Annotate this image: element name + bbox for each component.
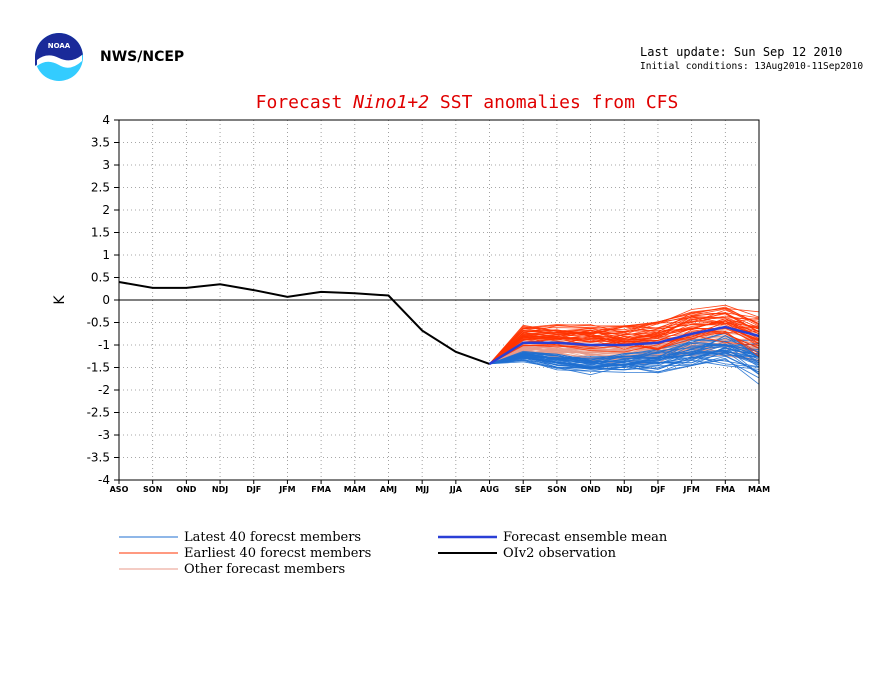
y-tick-label: -2.5	[87, 406, 110, 420]
legend-label-mean: Forecast ensemble mean	[503, 530, 668, 545]
noaa-logo-icon: NOAA	[35, 33, 83, 81]
y-tick-label: 3.5	[91, 136, 110, 150]
latest-member-line	[489, 357, 760, 385]
x-tick-label: NDJ	[616, 485, 632, 494]
x-tick-label: FMA	[716, 485, 736, 494]
latest-member-line	[489, 350, 760, 370]
y-tick-label: 3	[102, 158, 110, 172]
x-tick-label: NDJ	[212, 485, 228, 494]
latest-member-line	[489, 355, 760, 373]
y-tick-label: -1	[98, 338, 110, 352]
x-tick-label: MAM	[344, 485, 366, 494]
x-tick-label: AMJ	[380, 485, 397, 494]
x-tick-label: JFM	[682, 485, 699, 494]
x-tick-label: SEP	[515, 485, 532, 494]
earliest-member-line	[489, 322, 760, 365]
x-tick-label: DJF	[650, 485, 665, 494]
x-tick-label: MJJ	[415, 485, 429, 494]
y-tick-label: -1.5	[87, 361, 110, 375]
latest-member-line	[489, 335, 760, 365]
x-tick-label: JFM	[278, 485, 295, 494]
y-axis-label: K	[52, 295, 68, 305]
y-tick-label: 1.5	[91, 226, 110, 240]
x-tick-label: JJA	[449, 485, 463, 494]
y-tick-label: -4	[98, 473, 110, 487]
legend: Latest 40 forecst members Earliest 40 fo…	[119, 530, 668, 577]
earliest-member-line	[489, 322, 760, 365]
earliest-member-line	[489, 306, 760, 365]
y-tick-label: 1	[102, 248, 110, 262]
y-tick-label: 4	[102, 113, 110, 127]
y-tick-label: -2	[98, 383, 110, 397]
legend-label-other: Other forecast members	[184, 562, 345, 577]
org-label: NWS/NCEP	[100, 49, 184, 65]
y-tick-label: 0	[102, 293, 110, 307]
legend-label-latest: Latest 40 forecst members	[184, 530, 361, 545]
latest-member-line	[489, 343, 760, 365]
chart-title: Forecast Nino1+2 SST anomalies from CFS	[256, 92, 679, 113]
x-tick-label: AUG	[480, 485, 499, 494]
title-suffix: SST anomalies from CFS	[429, 92, 678, 113]
y-tick-label: -3	[98, 428, 110, 442]
initial-conditions: Initial conditions: 13Aug2010-11Sep2010	[640, 61, 863, 72]
legend-label-earliest: Earliest 40 forecst members	[184, 546, 371, 561]
x-tick-label: SON	[143, 485, 162, 494]
latest-member-line	[489, 333, 760, 365]
earliest-member-line	[489, 334, 760, 365]
x-tick-label: FMA	[311, 485, 331, 494]
main-series	[118, 281, 760, 365]
y-tick-label: 0.5	[91, 271, 110, 285]
y-tick-label: 2.5	[91, 181, 110, 195]
grid	[119, 120, 759, 480]
latest-member-line	[489, 359, 760, 373]
x-tick-label: OND	[581, 485, 601, 494]
y-tick-label: 2	[102, 203, 110, 217]
y-tick-label: -3.5	[87, 451, 110, 465]
noaa-logo-text: NOAA	[48, 42, 71, 50]
earliest-member-line	[489, 329, 760, 365]
observation-line	[118, 281, 490, 365]
x-tick-label: MAM	[748, 485, 770, 494]
forecast-members	[489, 304, 760, 385]
latest-member-line	[489, 347, 760, 370]
ensemble-mean-line	[488, 325, 760, 365]
title-prefix: Forecast	[256, 92, 354, 113]
latest-member-line	[489, 355, 760, 368]
y-tick-label: -0.5	[87, 316, 110, 330]
x-tick-label: DJF	[246, 485, 261, 494]
x-tick-label: OND	[176, 485, 196, 494]
y-ticks: 4 3.5 3 2.5 2 1.5 1 0.5 0 -0.5 -1 -1.5 -2 -2.5 -3 -3.5 -…	[87, 113, 119, 487]
x-ticks: ASO SON OND NDJ DJF JFM FMA MAM AMJ MJJ JJA AUG SEP S…	[110, 480, 770, 494]
title-region: Nino1+2	[352, 92, 429, 113]
x-tick-label: ASO	[110, 485, 129, 494]
latest-member-line	[489, 332, 760, 365]
last-update: Last update: Sun Sep 12 2010	[640, 45, 842, 59]
earliest-member-line	[489, 316, 760, 365]
x-tick-label: SON	[547, 485, 566, 494]
legend-label-observation: OIv2 observation	[503, 546, 617, 561]
